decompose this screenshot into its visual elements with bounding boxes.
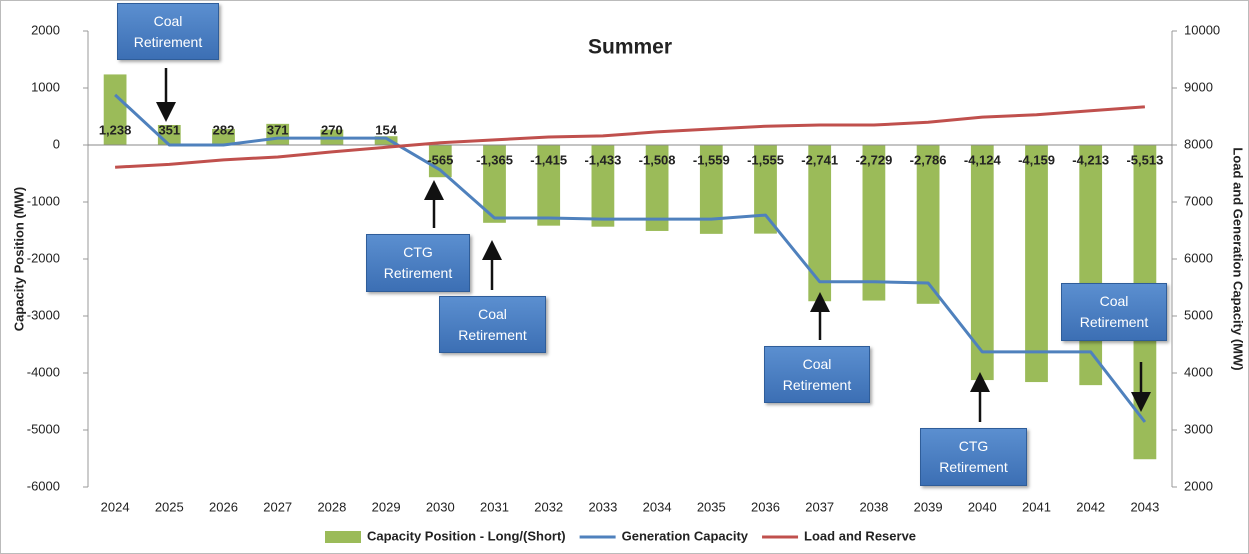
y2-tick-label: 8000 [1184,136,1213,151]
x-tick-label: 2033 [588,499,617,514]
bar [212,128,235,145]
data-label: -2,786 [910,152,947,167]
y2-tick-label: 4000 [1184,364,1213,379]
data-label: -1,555 [747,152,784,167]
bar [808,145,832,302]
y-tick-label: 1000 [31,79,60,94]
annotation: Coal Retirement [764,346,870,403]
x-tick-label: 2031 [480,499,509,514]
line-series [114,93,1147,423]
y2-tick-label: 7000 [1184,193,1213,208]
bar [699,145,723,234]
bar [1025,145,1048,383]
y2-tick-label: 3000 [1184,421,1213,436]
bar [374,136,398,145]
y2-tick-label: 5000 [1184,307,1213,322]
data-label: -2,741 [801,152,838,167]
bar [103,74,127,145]
data-label: -1,508 [639,152,676,167]
y-tick-label: -1000 [27,193,60,208]
data-label: 154 [375,122,397,137]
bar [916,145,940,304]
bar [483,145,506,223]
x-tick-label: 2034 [643,499,672,514]
legend-label: Load and Reserve [804,528,916,543]
bar [862,145,886,301]
y2-tick-label: 10000 [1184,22,1220,37]
y-tick-label: -2000 [27,250,60,265]
x-tick-label: 2032 [534,499,563,514]
annotation: CTG Retirement [920,428,1027,486]
y-tick-label: -4000 [27,364,60,379]
y2-tick-label: 9000 [1184,79,1213,94]
bar [754,145,777,234]
bar [1079,145,1103,386]
data-label: -4,159 [1018,152,1055,167]
data-label: 371 [267,122,289,137]
x-tick-label: 2035 [697,499,726,514]
annotation: Coal Retirement [439,296,546,353]
line-series [115,105,1146,169]
y-axis-label: Capacity Position (MW) [11,187,26,331]
y2-axis-label: Load and Generation Capacity (MW) [1231,147,1246,370]
bar [645,145,669,231]
data-label: -1,559 [693,152,730,167]
annotation: CTG Retirement [366,234,470,292]
y-tick-label: -6000 [27,478,60,493]
data-label: 1,238 [99,122,132,137]
data-label: -1,433 [584,152,621,167]
data-label: -4,213 [1072,152,1109,167]
data-label: -1,415 [530,152,567,167]
x-tick-label: 2037 [805,499,834,514]
x-tick-label: 2036 [751,499,780,514]
data-label: -1,365 [476,152,513,167]
y2-tick-label: 6000 [1184,250,1213,265]
data-label: 270 [321,122,343,137]
legend-label: Capacity Position - Long/(Short) [367,528,566,543]
x-tick-label: 2043 [1130,499,1159,514]
y-tick-label: 0 [53,136,60,151]
y2-tick-label: 2000 [1184,478,1213,493]
x-tick-label: 2028 [317,499,346,514]
x-tick-label: 2038 [859,499,888,514]
x-tick-label: 2039 [914,499,943,514]
data-label: 351 [158,122,180,137]
x-tick-label: 2026 [209,499,238,514]
legend-label: Generation Capacity [622,528,749,543]
x-tick-label: 2041 [1022,499,1051,514]
data-label: -565 [427,152,453,167]
x-tick-label: 2040 [968,499,997,514]
x-tick-label: 2029 [372,499,401,514]
x-tick-label: 2042 [1076,499,1105,514]
data-label: -4,124 [964,152,1002,167]
x-tick-label: 2024 [101,499,130,514]
y-tick-label: -5000 [27,421,60,436]
chart-title: Summer [588,36,672,59]
bar [591,145,615,227]
annotation: Coal Retirement [117,3,219,60]
x-tick-label: 2030 [426,499,455,514]
data-label: -2,729 [855,152,892,167]
bar [428,145,452,178]
bar [970,145,994,381]
y-tick-label: -3000 [27,307,60,322]
annotation: Coal Retirement [1061,283,1167,341]
bar [537,145,561,226]
legend-swatch [325,531,361,543]
data-label: 282 [213,122,235,137]
x-tick-label: 2027 [263,499,292,514]
y-tick-label: 2000 [31,22,60,37]
x-tick-label: 2025 [155,499,184,514]
data-label: -5,513 [1126,152,1163,167]
